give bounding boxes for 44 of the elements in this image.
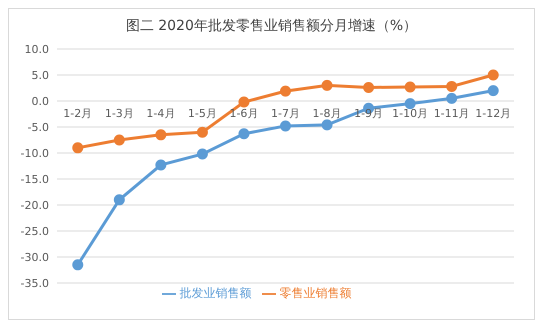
x-tick-label: 1-12月 xyxy=(475,107,512,120)
legend-label: 批发业销售额 xyxy=(180,286,252,300)
y-tick-label: 10.0 xyxy=(24,42,49,56)
point xyxy=(488,70,499,80)
y-tick-label: -20.0 xyxy=(20,198,49,212)
point xyxy=(155,129,166,140)
x-tick-label: 1-4月 xyxy=(146,107,176,120)
point xyxy=(488,85,499,96)
y-tick-label: -10.0 xyxy=(20,146,49,160)
legend-label: 零售业销售额 xyxy=(280,286,352,300)
point xyxy=(446,92,458,104)
chart-title: 图二 2020年批发零售业销售额分月增速（%） xyxy=(124,17,418,36)
y-tick-label: -30.0 xyxy=(20,250,49,264)
point xyxy=(114,194,125,206)
y-tick-label: -25.0 xyxy=(20,224,49,238)
point xyxy=(238,96,250,108)
point xyxy=(72,142,84,154)
point xyxy=(155,159,166,170)
x-tick-label: 1-5月 xyxy=(188,107,217,120)
point xyxy=(322,80,333,91)
point xyxy=(196,126,208,138)
point xyxy=(446,80,458,92)
point xyxy=(280,86,291,97)
x-tick-label: 1-3月 xyxy=(104,107,134,120)
point xyxy=(238,128,250,140)
y-tick-label: -15.0 xyxy=(20,172,49,186)
point xyxy=(322,119,333,130)
y-tick-label: 0.0 xyxy=(32,94,49,108)
x-tick-label: 1-6月 xyxy=(229,107,258,120)
point xyxy=(280,120,291,132)
point xyxy=(404,98,416,110)
point xyxy=(363,82,374,93)
point xyxy=(196,148,208,160)
x-tick-label: 1-10月 xyxy=(392,107,428,120)
point xyxy=(72,259,84,270)
y-tick-label: 5.0 xyxy=(32,68,49,82)
point xyxy=(114,134,125,146)
x-tick-label: 1-11月 xyxy=(434,107,470,120)
x-tick-label: 1-2月 xyxy=(63,107,92,120)
x-tick-label: 1-8月 xyxy=(312,107,342,120)
y-tick-label: -35.0 xyxy=(20,276,49,290)
x-tick-label: 1-7月 xyxy=(271,107,300,120)
point xyxy=(404,81,416,92)
y-tick-label: -5.0 xyxy=(28,120,49,134)
